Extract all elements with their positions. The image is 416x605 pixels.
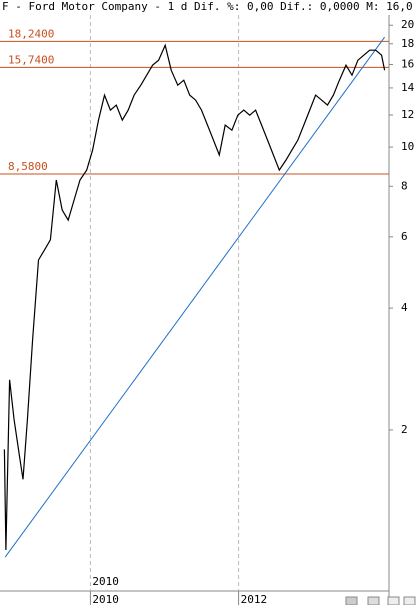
level-label: 8,5800 (8, 160, 48, 173)
icon-button[interactable] (403, 596, 416, 605)
y-tick-label: 6 (401, 230, 408, 243)
y-tick-label: 14 (401, 81, 415, 94)
y-tick-label: 10 (401, 140, 414, 153)
icon-button[interactable] (367, 596, 380, 605)
icon-button[interactable] (387, 596, 400, 605)
x-tick-label: 2012 (241, 593, 268, 605)
y-tick-label: 20 (401, 18, 414, 31)
y-tick-label: 4 (401, 301, 408, 314)
period-label: 2010 (92, 575, 119, 588)
y-tick-label: 2 (401, 423, 408, 436)
x-tick-label: 2010 (92, 593, 119, 605)
trend-line (4, 36, 386, 558)
icon-button[interactable] (345, 596, 358, 605)
y-tick-label: 18 (401, 37, 414, 50)
y-tick-label: 12 (401, 108, 414, 121)
price-line (3, 43, 386, 551)
y-tick-label: 8 (401, 179, 408, 192)
level-label: 15,7400 (8, 53, 54, 66)
chart-title: F - Ford Motor Company - 1 d Dif. %: 0,0… (2, 0, 413, 13)
level-label: 18,2400 (8, 27, 54, 40)
y-tick-label: 16 (401, 57, 414, 70)
